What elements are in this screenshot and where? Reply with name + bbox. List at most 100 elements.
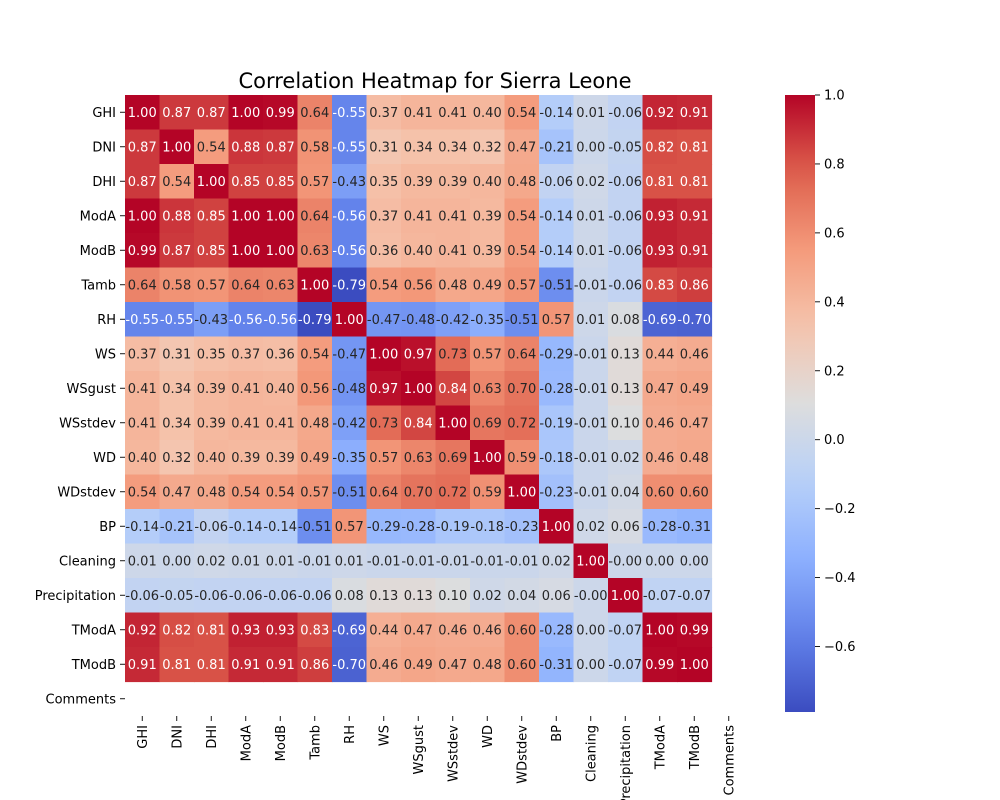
- cell-value-wdstdev-wsstdev: 0.72: [438, 485, 467, 500]
- cell-precipitation-rh: [332, 578, 368, 614]
- cell-value-dni-wdstdev: 0.47: [507, 140, 536, 155]
- cell-value-tamb-precipitation: -0.06: [608, 278, 642, 293]
- cell-value-rh-cleaning: 0.01: [576, 313, 605, 328]
- cell-value-precipitation-wsgust: 0.13: [404, 589, 433, 604]
- cell-precipitation-bp: [539, 578, 575, 614]
- cell-wdstdev-rh: [332, 474, 368, 510]
- cell-moda-wsstdev: [435, 198, 471, 234]
- cell-value-dhi-tmoda: 0.81: [645, 175, 674, 190]
- cell-dni-bp: [539, 129, 575, 165]
- cell-wsstdev-rh: [332, 405, 368, 441]
- cell-ghi-dhi: [194, 95, 230, 131]
- cell-value-tmodb-wdstdev: 0.60: [507, 658, 536, 673]
- cell-value-ghi-moda: 1.00: [231, 106, 260, 121]
- cell-wsgust-wdstdev: [504, 371, 540, 407]
- cell-value-moda-wsgust: 0.41: [404, 209, 433, 224]
- cell-wd-modb: [263, 440, 299, 476]
- cell-dni-tmodb: [677, 129, 713, 165]
- cell-cleaning-wdstdev: [504, 543, 540, 579]
- cell-ws-ghi: [125, 336, 161, 372]
- cell-value-tmoda-moda: 0.93: [231, 623, 260, 638]
- cell-value-bp-rh: 0.57: [335, 520, 364, 535]
- cell-wd-wsgust: [401, 440, 437, 476]
- cell-ws-moda: [228, 336, 264, 372]
- cell-value-cleaning-wdstdev: -0.01: [505, 554, 539, 569]
- cell-value-cleaning-tamb: -0.01: [298, 554, 332, 569]
- cell-cleaning-wd: [470, 543, 506, 579]
- cell-value-wd-tmoda: 0.46: [645, 451, 674, 466]
- cell-ghi-tamb: [297, 95, 333, 131]
- cell-wdstdev-modb: [263, 474, 299, 510]
- cell-precipitation-ws: [366, 578, 402, 614]
- cell-ghi-moda: [228, 95, 264, 131]
- cell-value-wdstdev-tmodb: 0.60: [680, 485, 709, 500]
- cell-value-bp-cleaning: 0.02: [576, 520, 605, 535]
- cell-value-modb-rh: -0.56: [332, 244, 366, 259]
- cell-value-modb-bp: -0.14: [539, 244, 573, 259]
- cell-value-ws-tmodb: 0.46: [680, 347, 709, 362]
- cell-ghi-modb: [263, 95, 299, 131]
- cell-moda-ghi: [125, 198, 161, 234]
- cell-moda-wd: [470, 198, 506, 234]
- cell-value-cleaning-wsgust: -0.01: [401, 554, 435, 569]
- cell-tamb-bp: [539, 267, 575, 303]
- cell-value-tmodb-precipitation: -0.07: [608, 658, 642, 673]
- cell-moda-moda: [228, 198, 264, 234]
- cell-tmodb-precipitation: [608, 647, 644, 683]
- cell-value-dni-tamb: 0.58: [300, 140, 329, 155]
- cell-wdstdev-wsstdev: [435, 474, 471, 510]
- cell-value-tmoda-cleaning: 0.00: [576, 623, 605, 638]
- cell-value-ws-ghi: 0.37: [128, 347, 157, 362]
- cell-value-wsstdev-dni: 0.34: [162, 416, 191, 431]
- cell-value-tamb-dni: 0.58: [162, 278, 191, 293]
- cell-moda-precipitation: [608, 198, 644, 234]
- cell-modb-tamb: [297, 233, 333, 269]
- cell-value-rh-wsstdev: -0.42: [436, 313, 470, 328]
- cell-bp-precipitation: [608, 509, 644, 545]
- cell-value-tmodb-ghi: 0.91: [128, 658, 157, 673]
- cell-value-rh-tmodb: -0.70: [677, 313, 711, 328]
- cell-dni-ws: [366, 129, 402, 165]
- y-tick-label-tmodb: TModB: [71, 658, 116, 673]
- cell-moda-tamb: [297, 198, 333, 234]
- cell-bp-tamb: [297, 509, 333, 545]
- cell-ws-cleaning: [573, 336, 609, 372]
- cell-tamb-wsstdev: [435, 267, 471, 303]
- cell-value-tmodb-tmodb: 1.00: [680, 658, 709, 673]
- x-tick-label-bp: BP: [550, 725, 565, 742]
- cell-value-precipitation-wsstdev: 0.10: [438, 589, 467, 604]
- cell-value-modb-dni: 0.87: [162, 244, 191, 259]
- cell-value-wdstdev-tamb: 0.57: [300, 485, 329, 500]
- cell-value-dni-rh: -0.55: [332, 140, 366, 155]
- cell-value-wd-wsgust: 0.63: [404, 451, 433, 466]
- cell-value-bp-wsgust: -0.28: [401, 520, 435, 535]
- cell-tamb-tamb: [297, 267, 333, 303]
- cell-wdstdev-ghi: [125, 474, 161, 510]
- cell-value-dhi-wsstdev: 0.39: [438, 175, 467, 190]
- cell-ghi-ghi: [125, 95, 161, 131]
- y-tick-label-ws: WS: [95, 347, 116, 362]
- cell-value-tamb-dhi: 0.57: [197, 278, 226, 293]
- cell-bp-moda: [228, 509, 264, 545]
- heatmap-cell-labels: 1.00 0.87 0.87 1.00 0.99 0.64 -0.55 0.37 0.41 0.4…: [125, 106, 711, 673]
- cell-value-tmodb-tamb: 0.86: [300, 658, 329, 673]
- cell-value-ghi-modb: 0.99: [266, 106, 295, 121]
- cell-tmodb-tamb: [297, 647, 333, 683]
- cell-precipitation-moda: [228, 578, 264, 614]
- cell-value-tmodb-wsgust: 0.49: [404, 658, 433, 673]
- cell-value-precipitation-cleaning: -0.00: [574, 589, 608, 604]
- cell-precipitation-dhi: [194, 578, 230, 614]
- colorbar-tick-label: −0.2: [824, 502, 856, 517]
- cell-value-dni-ghi: 0.87: [128, 140, 157, 155]
- cell-value-tamb-modb: 0.63: [266, 278, 295, 293]
- cell-value-bp-wsstdev: -0.19: [436, 520, 470, 535]
- cell-ghi-bp: [539, 95, 575, 131]
- cell-rh-precipitation: [608, 302, 644, 338]
- cell-tmoda-wdstdev: [504, 612, 540, 648]
- cell-value-tamb-wd: 0.49: [473, 278, 502, 293]
- cell-wd-rh: [332, 440, 368, 476]
- cell-value-tmoda-wsgust: 0.47: [404, 623, 433, 638]
- cell-ws-ws: [366, 336, 402, 372]
- y-tick-label-dni: DNI: [92, 140, 116, 155]
- cell-value-dni-wsgust: 0.34: [404, 140, 433, 155]
